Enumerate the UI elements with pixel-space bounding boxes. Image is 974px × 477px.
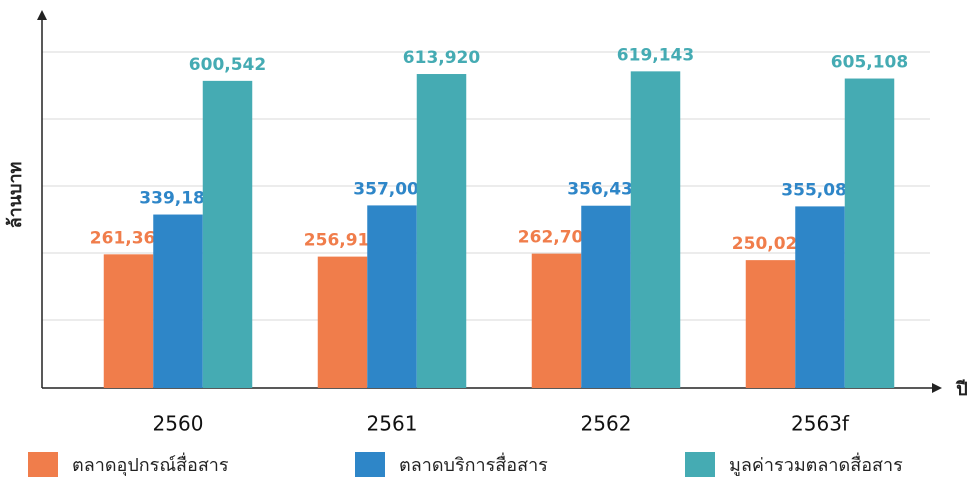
data-label: 261,360 (90, 228, 168, 248)
legend-label: ตลาดบริการสื่อสาร (399, 452, 548, 476)
bar (317, 256, 368, 388)
bar (202, 80, 253, 388)
x-tick-label: 2562 (581, 412, 632, 436)
data-label: 356,438 (567, 180, 644, 200)
bar (795, 206, 845, 388)
data-label: 605,108 (831, 53, 908, 73)
legend-label: ตลาดอุปกรณ์สื่อสาร (72, 452, 229, 476)
x-tick-label: 2561 (367, 412, 418, 436)
bar (153, 214, 203, 388)
data-label: 339,182 (139, 189, 216, 209)
data-label: 600,542 (189, 55, 266, 75)
bar (367, 205, 417, 388)
bar (745, 260, 796, 388)
x-tick-label: 2563f (791, 412, 850, 436)
bar (416, 74, 467, 388)
bar (531, 253, 582, 388)
y-axis-label: ล้านบาท (5, 162, 26, 229)
bar (630, 71, 681, 389)
x-tick-label: 2560 (153, 412, 204, 436)
data-label: 262,705 (518, 228, 595, 248)
bar (844, 78, 895, 388)
data-label: 357,006 (353, 179, 430, 199)
legend-label: มูลค่ารวมตลาดสื่อสาร (729, 452, 903, 476)
x-axis-arrow (932, 383, 942, 393)
x-axis-label: ปี (955, 379, 968, 400)
y-axis-arrow (37, 10, 47, 20)
data-label: 619,143 (617, 45, 694, 65)
data-label: 256,914 (304, 231, 382, 251)
legend-swatch (685, 452, 715, 477)
data-label: 355,087 (781, 180, 858, 200)
bar (581, 205, 631, 388)
bar (103, 254, 154, 388)
legend-swatch (28, 452, 58, 477)
legend-swatch (355, 452, 385, 477)
data-label: 613,920 (403, 48, 481, 68)
data-label: 250,021 (732, 234, 809, 254)
